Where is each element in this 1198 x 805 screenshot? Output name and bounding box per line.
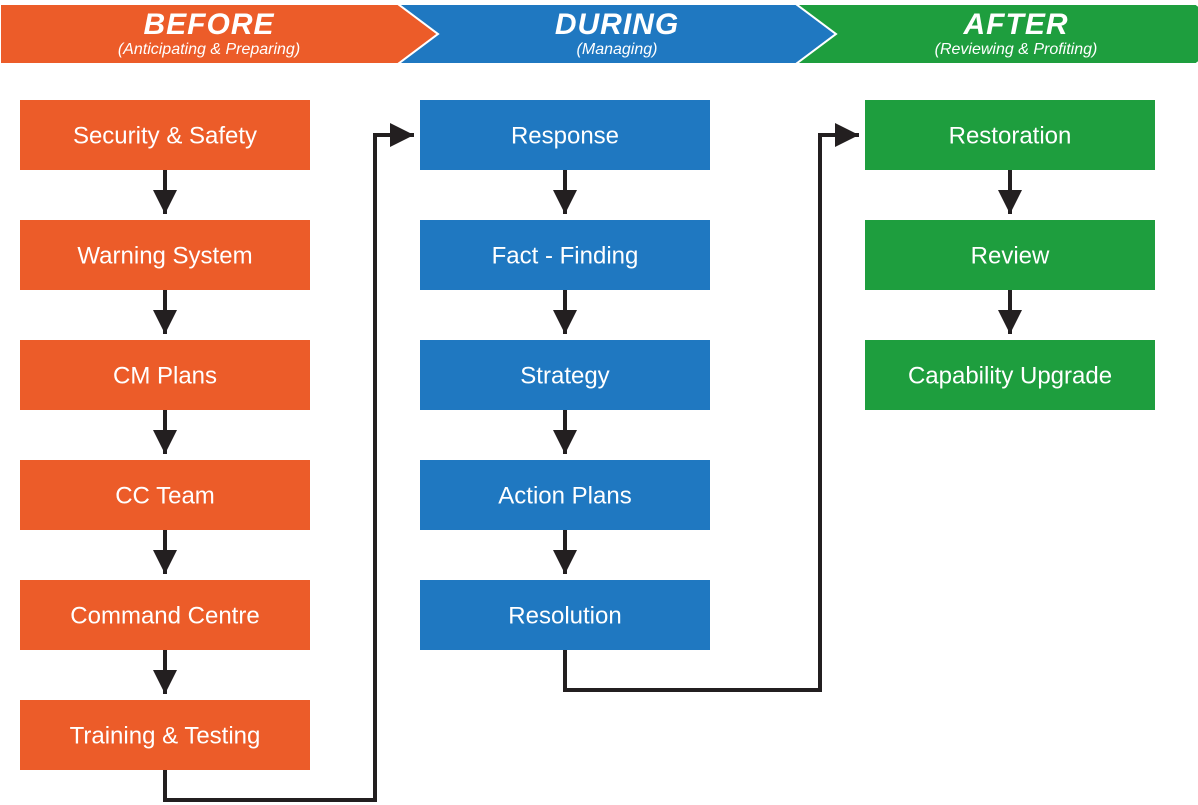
box-label-before-2: CM Plans xyxy=(113,362,217,389)
box-label-during-3: Action Plans xyxy=(498,482,631,509)
box-label-after-1: Review xyxy=(971,242,1050,269)
flowchart-svg: BEFORE(Anticipating & Preparing)DURING(M… xyxy=(0,0,1198,805)
phase-header-after: AFTER(Reviewing & Profiting) xyxy=(796,4,1198,64)
phase-title-before: BEFORE xyxy=(143,8,274,41)
phase-subtitle-after: (Reviewing & Profiting) xyxy=(935,41,1098,58)
box-label-before-4: Command Centre xyxy=(70,602,259,629)
box-before-2: CM Plans xyxy=(20,340,310,410)
box-before-4: Command Centre xyxy=(20,580,310,650)
box-label-before-1: Warning System xyxy=(77,242,252,269)
box-label-before-0: Security & Safety xyxy=(73,122,257,149)
phase-header-before: BEFORE(Anticipating & Preparing) xyxy=(0,4,438,64)
box-label-after-0: Restoration xyxy=(949,122,1072,149)
box-during-0: Response xyxy=(420,100,710,170)
box-during-4: Resolution xyxy=(420,580,710,650)
box-label-during-1: Fact - Finding xyxy=(492,242,639,269)
box-label-before-5: Training & Testing xyxy=(70,722,261,749)
box-during-1: Fact - Finding xyxy=(420,220,710,290)
phase-title-during: DURING xyxy=(555,8,679,41)
box-before-1: Warning System xyxy=(20,220,310,290)
box-during-2: Strategy xyxy=(420,340,710,410)
phase-title-after: AFTER xyxy=(963,8,1069,41)
phase-subtitle-before: (Anticipating & Preparing) xyxy=(118,41,300,58)
box-before-3: CC Team xyxy=(20,460,310,530)
box-label-before-3: CC Team xyxy=(115,482,215,509)
box-after-0: Restoration xyxy=(865,100,1155,170)
box-before-5: Training & Testing xyxy=(20,700,310,770)
box-during-3: Action Plans xyxy=(420,460,710,530)
box-label-after-2: Capability Upgrade xyxy=(908,362,1112,389)
box-before-0: Security & Safety xyxy=(20,100,310,170)
box-after-2: Capability Upgrade xyxy=(865,340,1155,410)
box-label-during-2: Strategy xyxy=(520,362,609,389)
box-label-during-0: Response xyxy=(511,122,619,149)
box-after-1: Review xyxy=(865,220,1155,290)
phase-header-during: DURING(Managing) xyxy=(398,4,836,64)
phase-subtitle-during: (Managing) xyxy=(577,41,658,58)
box-label-during-4: Resolution xyxy=(508,602,621,629)
flowchart-stage: BEFORE(Anticipating & Preparing)DURING(M… xyxy=(0,0,1198,805)
